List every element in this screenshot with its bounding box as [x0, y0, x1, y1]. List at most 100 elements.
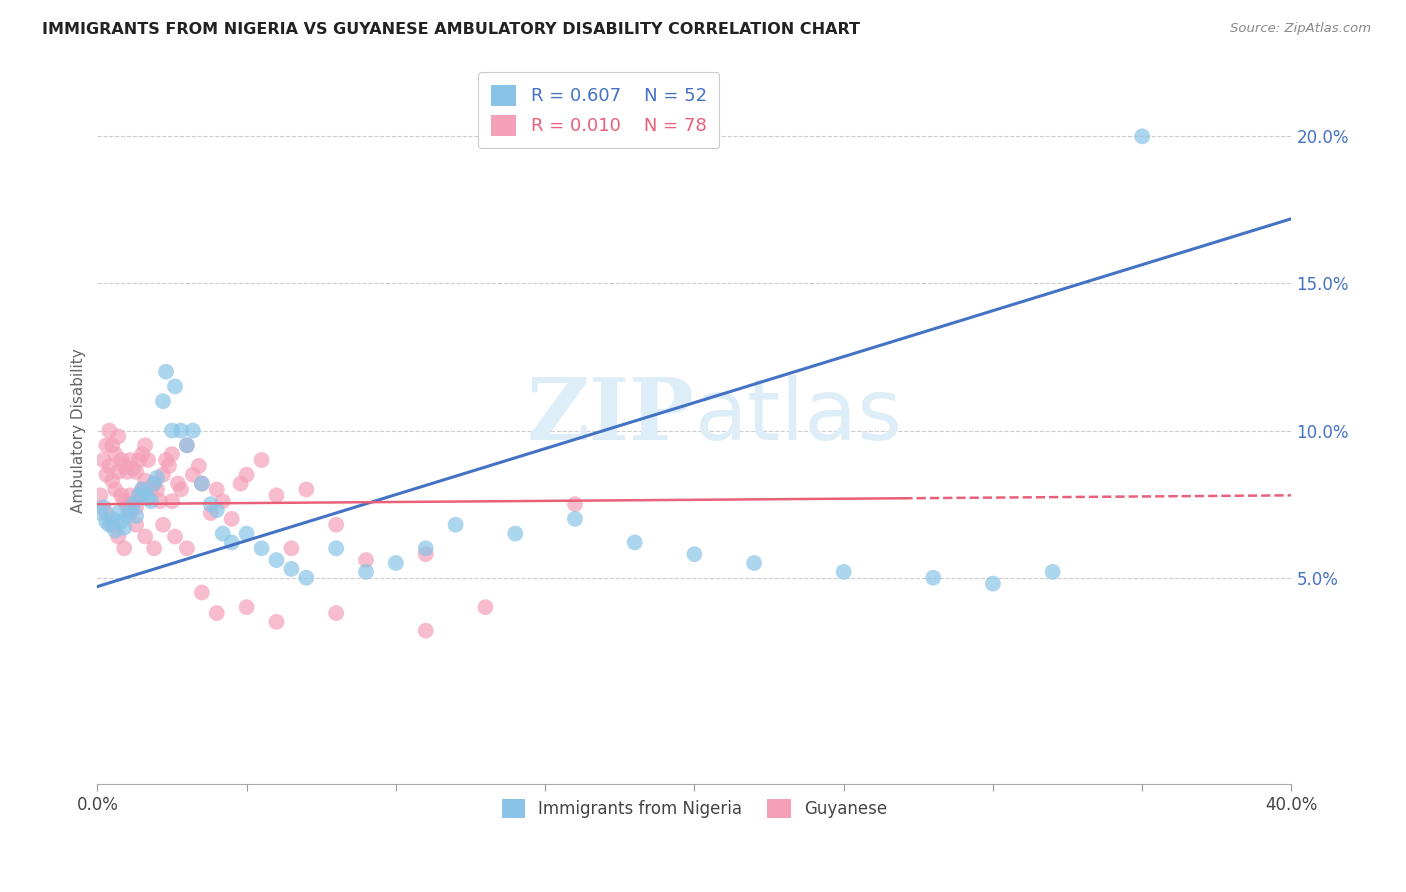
Point: [143, 476, 166, 491]
Point: [104, 447, 127, 461]
Point: [160, 494, 183, 508]
Point: [134, 529, 156, 543]
Point: [110, 515, 132, 529]
Point: [146, 471, 169, 485]
Point: [157, 458, 180, 473]
Point: [200, 497, 222, 511]
Point: [503, 526, 526, 541]
Text: Source: ZipAtlas.com: Source: ZipAtlas.com: [1230, 22, 1371, 36]
Point: [1130, 129, 1153, 144]
Point: [125, 508, 148, 523]
Text: ZIP: ZIP: [527, 375, 695, 458]
Point: [415, 547, 437, 561]
Point: [98, 517, 121, 532]
Point: [325, 541, 347, 556]
Point: [96, 515, 118, 529]
Point: [280, 562, 302, 576]
Point: [96, 467, 118, 482]
Point: [128, 453, 150, 467]
Point: [115, 500, 138, 515]
Point: [120, 503, 142, 517]
Point: [107, 465, 129, 479]
Point: [89, 506, 111, 520]
Point: [474, 600, 496, 615]
Point: [415, 541, 437, 556]
Point: [235, 467, 257, 482]
Point: [131, 447, 153, 461]
Point: [235, 526, 257, 541]
Point: [139, 494, 162, 508]
Point: [125, 465, 148, 479]
Point: [191, 476, 214, 491]
Point: [101, 438, 124, 452]
Point: [160, 447, 183, 461]
Point: [325, 606, 347, 620]
Point: [134, 438, 156, 452]
Point: [832, 565, 855, 579]
Point: [155, 453, 177, 467]
Point: [187, 458, 209, 473]
Point: [131, 483, 153, 497]
Point: [191, 476, 214, 491]
Point: [221, 535, 243, 549]
Point: [205, 606, 228, 620]
Point: [136, 491, 159, 506]
Point: [131, 483, 153, 497]
Point: [112, 521, 135, 535]
Point: [122, 497, 145, 511]
Point: [122, 497, 145, 511]
Point: [205, 503, 228, 517]
Point: [152, 467, 174, 482]
Point: [115, 465, 138, 479]
Legend: Immigrants from Nigeria, Guyanese: Immigrants from Nigeria, Guyanese: [495, 792, 894, 825]
Point: [134, 485, 156, 500]
Point: [160, 424, 183, 438]
Point: [170, 424, 193, 438]
Point: [112, 458, 135, 473]
Point: [266, 615, 288, 629]
Point: [176, 438, 198, 452]
Point: [415, 624, 437, 638]
Point: [181, 424, 204, 438]
Point: [104, 524, 127, 538]
Point: [122, 462, 145, 476]
Point: [107, 429, 129, 443]
Point: [152, 517, 174, 532]
Point: [235, 600, 257, 615]
Point: [89, 488, 111, 502]
Point: [295, 571, 318, 585]
Point: [143, 541, 166, 556]
Point: [564, 497, 586, 511]
Point: [191, 585, 214, 599]
Point: [128, 488, 150, 502]
Point: [120, 488, 142, 502]
Point: [250, 541, 273, 556]
Point: [181, 467, 204, 482]
Text: IMMIGRANTS FROM NIGERIA VS GUYANESE AMBULATORY DISABILITY CORRELATION CHART: IMMIGRANTS FROM NIGERIA VS GUYANESE AMBU…: [42, 22, 860, 37]
Point: [170, 483, 193, 497]
Point: [101, 517, 124, 532]
Point: [385, 556, 408, 570]
Point: [163, 529, 186, 543]
Point: [250, 453, 273, 467]
Point: [120, 506, 142, 520]
Point: [229, 476, 252, 491]
Point: [280, 541, 302, 556]
Point: [325, 517, 347, 532]
Point: [266, 553, 288, 567]
Point: [922, 571, 945, 585]
Point: [91, 500, 114, 515]
Point: [152, 394, 174, 409]
Point: [143, 476, 166, 491]
Point: [205, 483, 228, 497]
Point: [101, 512, 124, 526]
Point: [163, 379, 186, 393]
Point: [120, 453, 142, 467]
Point: [107, 506, 129, 520]
Point: [1042, 565, 1064, 579]
Point: [91, 453, 114, 467]
Point: [155, 365, 177, 379]
Point: [96, 438, 118, 452]
Point: [107, 529, 129, 543]
Point: [211, 494, 233, 508]
